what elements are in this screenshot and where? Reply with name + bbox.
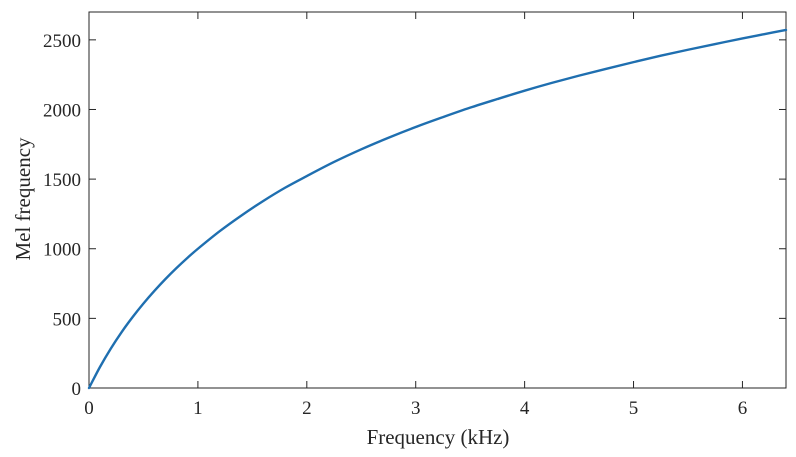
x-tick-label: 5 bbox=[629, 398, 639, 419]
y-tick-label: 2000 bbox=[43, 100, 81, 121]
x-tick-label: 2 bbox=[302, 398, 312, 419]
axes-frame bbox=[88, 11, 787, 389]
y-axis-label: Mel frequency bbox=[11, 137, 35, 261]
y-tick-label: 2500 bbox=[43, 31, 81, 52]
x-axis-label: Frequency (kHz) bbox=[367, 425, 510, 449]
x-tick-label: 0 bbox=[84, 398, 94, 419]
x-tick-label: 6 bbox=[738, 398, 748, 419]
x-ticks: 0 1 2 3 4 5 6 bbox=[84, 12, 747, 419]
x-tick-label: 1 bbox=[193, 398, 203, 419]
y-tick-label: 1000 bbox=[43, 240, 81, 261]
x-tick-label: 3 bbox=[411, 398, 421, 419]
series-line-0 bbox=[87, 28, 788, 390]
y-tick-label: 500 bbox=[53, 309, 82, 330]
x-tick-label: 4 bbox=[520, 398, 530, 419]
y-ticks: 0 500 1000 1500 2000 2500 bbox=[43, 31, 786, 400]
plot-border bbox=[88, 11, 787, 389]
y-tick-label: 0 bbox=[72, 379, 82, 400]
series-layer bbox=[87, 28, 788, 390]
y-tick-label: 1500 bbox=[43, 170, 81, 191]
